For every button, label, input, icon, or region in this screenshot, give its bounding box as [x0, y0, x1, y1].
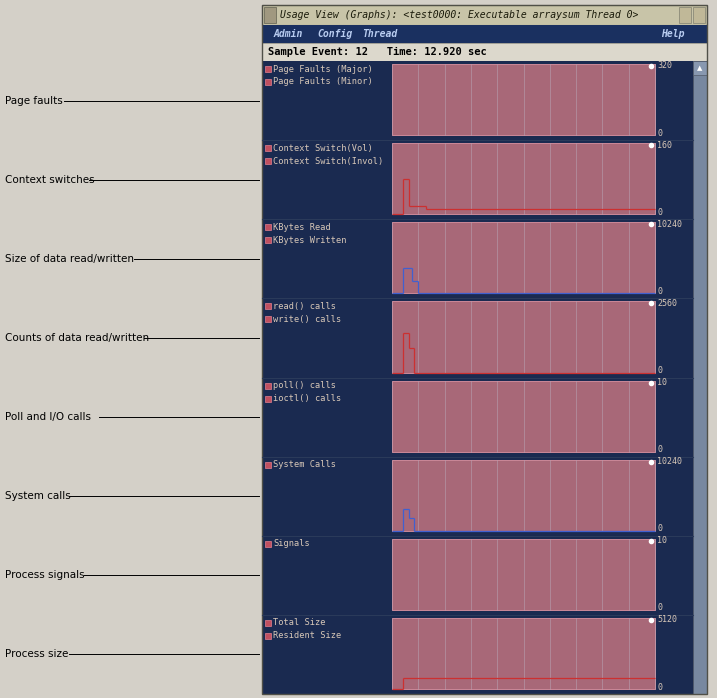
Text: 0: 0: [657, 287, 662, 296]
Bar: [262, 43, 707, 61]
Bar: [679, 7, 691, 23]
Bar: [392, 302, 655, 373]
Text: Context Switch(Invol): Context Switch(Invol): [273, 156, 384, 165]
Bar: [265, 396, 271, 401]
Bar: [265, 158, 271, 164]
Text: 10240: 10240: [657, 220, 682, 229]
Bar: [262, 5, 707, 694]
Bar: [392, 380, 655, 452]
Bar: [392, 143, 655, 214]
Text: 320: 320: [657, 61, 672, 70]
Bar: [262, 61, 707, 694]
Text: Page Faults (Minor): Page Faults (Minor): [273, 77, 373, 87]
Bar: [392, 618, 655, 689]
Text: 0: 0: [657, 603, 662, 612]
Text: read() calls: read() calls: [273, 302, 336, 311]
Text: Total Size: Total Size: [273, 618, 326, 628]
Text: 0: 0: [657, 445, 662, 454]
Text: Config: Config: [317, 29, 352, 39]
Bar: [265, 461, 271, 468]
Bar: [265, 224, 271, 230]
Text: Admin: Admin: [274, 29, 303, 39]
Text: KBytes Written: KBytes Written: [273, 236, 346, 245]
Bar: [693, 61, 707, 694]
Text: ioctl() calls: ioctl() calls: [273, 394, 341, 403]
Text: System Calls: System Calls: [273, 460, 336, 469]
Text: 5120: 5120: [657, 616, 677, 625]
Bar: [392, 64, 655, 135]
Text: System calls: System calls: [5, 491, 71, 501]
Text: 0: 0: [657, 683, 662, 692]
Text: 0: 0: [657, 128, 662, 138]
Bar: [265, 79, 271, 85]
Bar: [265, 620, 271, 626]
Text: 10240: 10240: [657, 457, 682, 466]
Text: Counts of data read/written: Counts of data read/written: [5, 333, 149, 343]
Text: ▲: ▲: [698, 65, 703, 71]
Text: 0: 0: [657, 524, 662, 533]
Text: Page faults: Page faults: [5, 96, 63, 105]
Text: Poll and I/O calls: Poll and I/O calls: [5, 412, 91, 422]
Text: Signals: Signals: [273, 540, 310, 548]
Bar: [693, 61, 707, 75]
Bar: [693, 7, 705, 23]
Bar: [265, 237, 271, 243]
Text: Help: Help: [662, 29, 685, 39]
Bar: [265, 316, 271, 322]
Text: 2560: 2560: [657, 299, 677, 308]
Bar: [265, 541, 271, 547]
Text: Sample Event: 12   Time: 12.920 sec: Sample Event: 12 Time: 12.920 sec: [268, 47, 487, 57]
Text: KBytes Read: KBytes Read: [273, 223, 331, 232]
Text: 10: 10: [657, 378, 667, 387]
Bar: [264, 7, 276, 23]
Bar: [265, 304, 271, 309]
Text: poll() calls: poll() calls: [273, 381, 336, 390]
Bar: [265, 383, 271, 389]
Bar: [265, 66, 271, 72]
Text: Usage View (Graphs): <test0000: Executable arraysum Thread 0>: Usage View (Graphs): <test0000: Executab…: [280, 10, 638, 20]
Text: Context Switch(Vol): Context Switch(Vol): [273, 144, 373, 153]
Text: 160: 160: [657, 140, 672, 149]
Text: Process signals: Process signals: [5, 570, 85, 580]
Text: 10: 10: [657, 536, 667, 545]
Text: 0: 0: [657, 208, 662, 217]
Text: Size of data read/written: Size of data read/written: [5, 254, 134, 264]
Text: Thread: Thread: [362, 29, 397, 39]
Bar: [392, 222, 655, 293]
Text: Process size: Process size: [5, 649, 68, 660]
Bar: [392, 539, 655, 610]
Text: Page Faults (Major): Page Faults (Major): [273, 64, 373, 73]
Text: Resident Size: Resident Size: [273, 632, 341, 640]
Bar: [392, 459, 655, 530]
Text: Context switches: Context switches: [5, 174, 95, 185]
Bar: [262, 25, 707, 43]
Bar: [265, 633, 271, 639]
Text: write() calls: write() calls: [273, 315, 341, 324]
Bar: [265, 145, 271, 151]
Text: 0: 0: [657, 366, 662, 375]
Bar: [262, 5, 707, 25]
